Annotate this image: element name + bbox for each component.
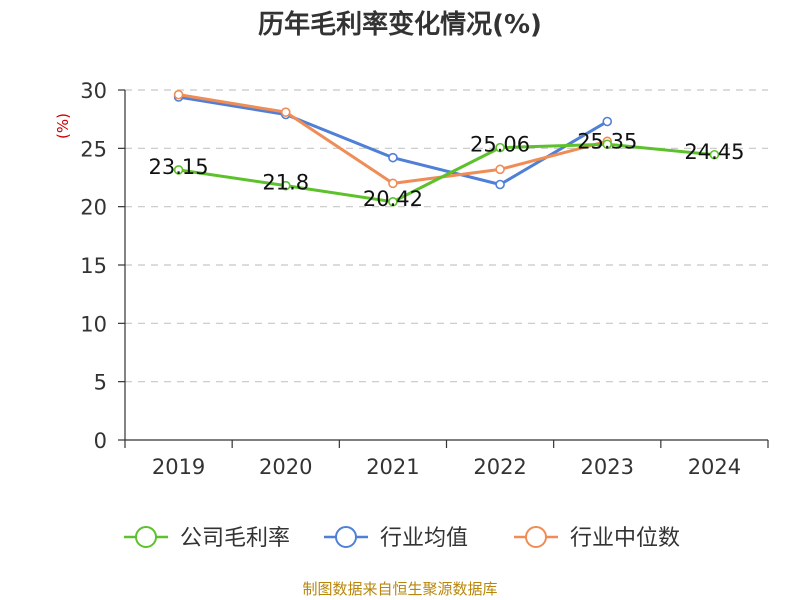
legend-marker [335,526,357,548]
data-point [709,149,720,160]
data-labels: 23.15 21.8 20.42 25.06 25.35 24.45 [149,129,745,211]
data-label: 21.8 [262,171,309,195]
data-point [495,164,505,175]
legend-item-1: 公司毛利率 [124,526,290,551]
data-point [280,180,291,191]
series-1 [173,139,720,207]
data-label: 25.06 [470,133,530,157]
y-tick-label: 20 [80,196,107,220]
legend: 公司毛利率 行业均值 行业中位数 [124,526,680,551]
data-point [173,89,184,100]
x-tick-label: 2019 [152,455,205,479]
x-tick-label: 2024 [688,455,741,479]
y-tick-label: 15 [80,254,107,278]
data-point [173,165,184,175]
axes [118,89,769,448]
legend-label: 公司毛利率 [180,526,290,551]
data-point [388,152,398,163]
series-line [178,95,609,186]
y-tick-label: 10 [80,312,107,336]
data-point [495,142,505,153]
legend-marker [135,526,157,548]
chart-title: 历年毛利率变化情况(%) [258,9,542,40]
data-point [280,107,291,117]
data-label: 23.15 [149,155,209,179]
series-group [173,89,720,207]
legend-marker [525,526,547,548]
y-tick-label: 30 [80,79,107,103]
data-label: 25.35 [577,129,637,153]
x-tick-label: 2021 [366,455,419,479]
grid-lines [125,89,768,383]
y-tick-label: 0 [94,429,107,453]
y-axis-label: (%) [54,113,72,139]
x-tick-label: 2022 [473,455,526,479]
legend-label: 行业均值 [380,526,468,551]
y-tick-labels: 0 5 10 15 20 25 30 [80,79,107,453]
series-2 [173,92,613,190]
source-note: 制图数据来自恒生聚源数据库 [302,580,497,598]
legend-item-2: 行业均值 [324,526,468,551]
x-tick-label: 2020 [259,455,312,479]
data-point [602,139,613,150]
legend-item-3: 行业中位数 [514,526,680,551]
y-tick-label: 5 [94,371,107,395]
series-3 [173,89,613,189]
data-label: 20.42 [363,187,423,211]
legend-label: 行业中位数 [570,526,680,551]
data-label: 24.45 [684,140,744,164]
y-tick-label: 25 [80,137,107,161]
data-point [602,116,613,127]
data-point [388,178,398,189]
series-line [178,142,715,204]
data-point [495,179,505,190]
data-point [388,196,398,207]
x-tick-labels: 2019 2020 2021 2022 2023 2024 [152,455,741,479]
x-tick-label: 2023 [581,455,634,479]
